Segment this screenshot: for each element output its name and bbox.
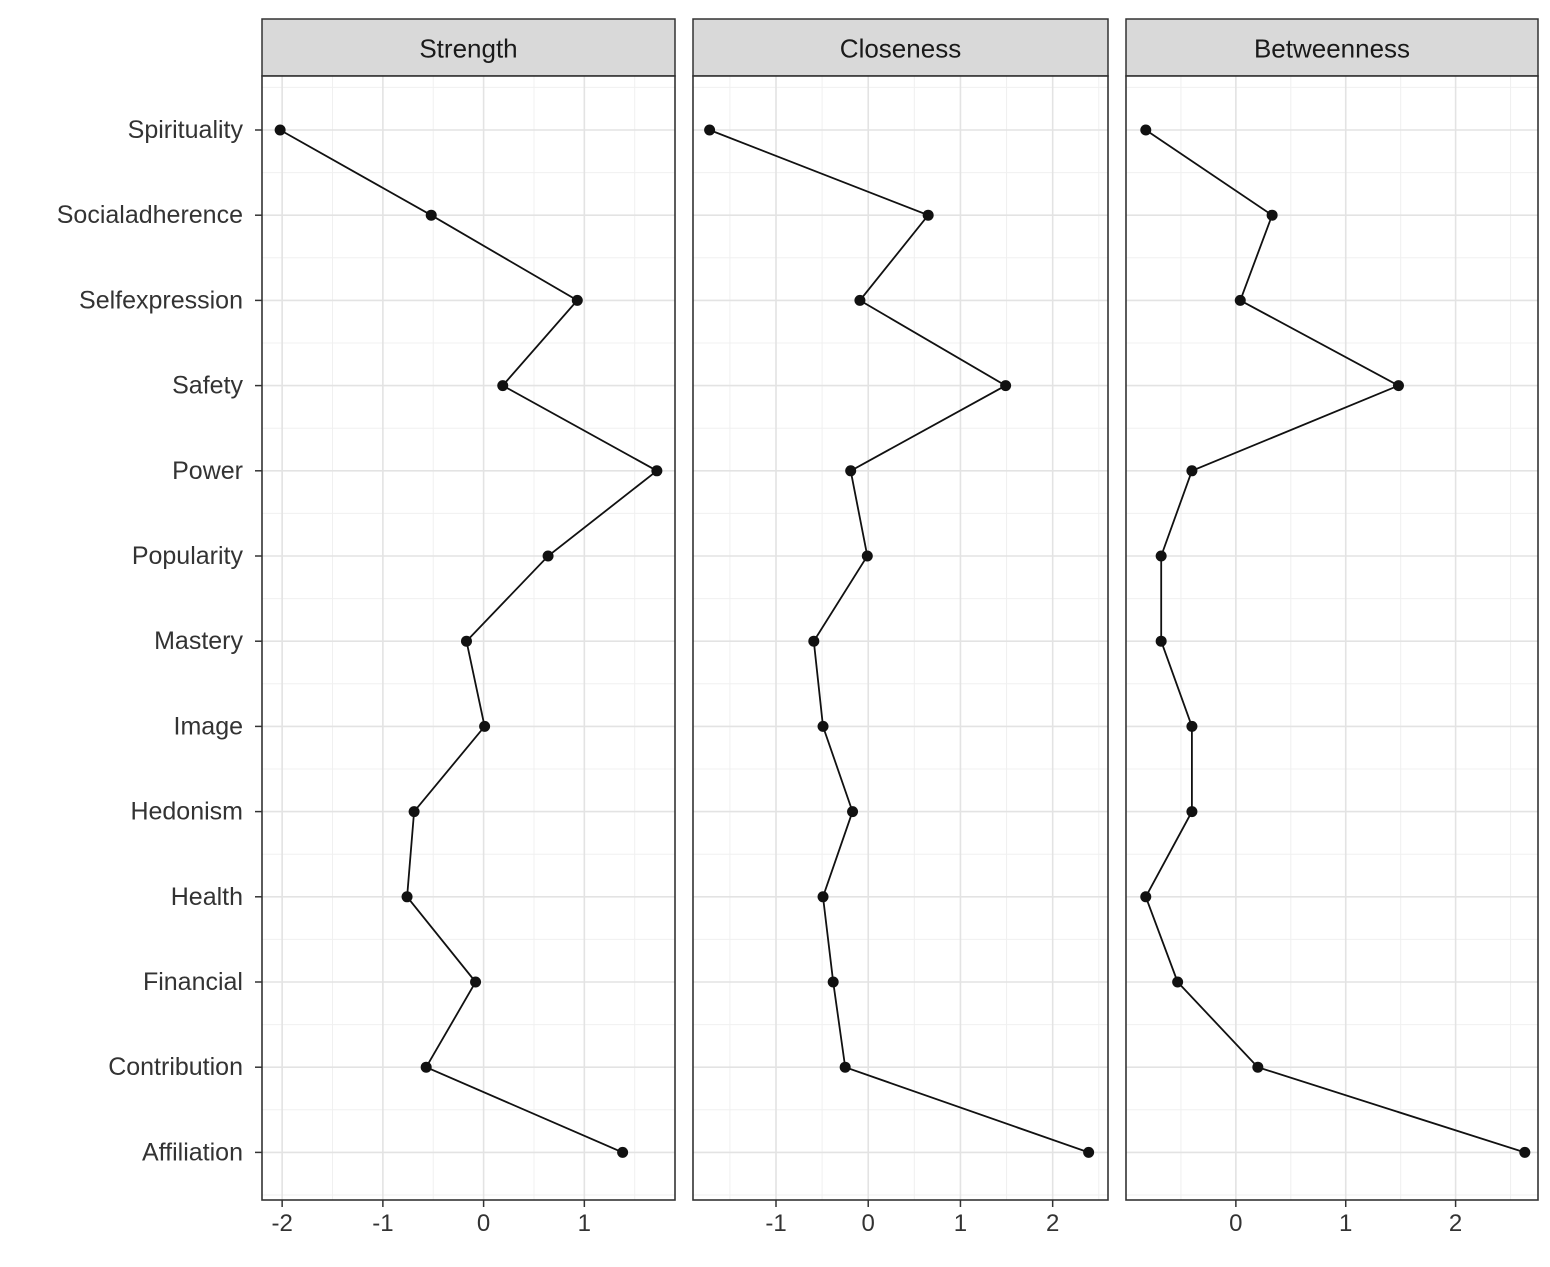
panel-title: Strength [419, 34, 517, 64]
y-tick-label: Hedonism [130, 798, 243, 826]
data-point [408, 806, 420, 818]
panel-betweenness: Betweenness 0 1 2 [1125, 18, 1539, 1237]
x-tick-label: -1 [372, 1210, 393, 1237]
data-point [1000, 380, 1012, 392]
data-point [704, 124, 716, 136]
panel-background [693, 76, 1108, 1200]
data-point [1186, 465, 1198, 477]
panel-border [692, 75, 1109, 1201]
data-point [1083, 1146, 1095, 1158]
y-tick-label: Spirituality [128, 116, 244, 144]
y-tick-label: Safety [172, 372, 243, 400]
data-point [420, 1061, 432, 1073]
data-point [651, 465, 663, 477]
data-point [1155, 550, 1167, 562]
data-point [827, 976, 839, 988]
data-point [1172, 976, 1184, 988]
data-point [1392, 380, 1404, 392]
x-tick-label: -2 [271, 1210, 292, 1237]
data-point [401, 891, 413, 903]
panel-strength: Strength -2 -1 0 1 [261, 18, 676, 1237]
x-tick-label: 0 [1229, 1210, 1242, 1237]
data-point [1140, 891, 1152, 903]
data-point [1519, 1146, 1531, 1158]
data-point [274, 124, 286, 136]
x-tick-label: 1 [954, 1210, 967, 1237]
y-tick-label: Health [171, 883, 243, 911]
panel-background [1126, 76, 1538, 1200]
panel-strip [1125, 18, 1539, 77]
data-point [425, 209, 437, 221]
panel-border [261, 75, 676, 1201]
data-point [854, 294, 866, 306]
data-point [460, 635, 472, 647]
data-point [479, 720, 491, 732]
y-tick-label: Contribution [108, 1053, 243, 1081]
x-tick-label: 2 [1046, 1210, 1059, 1237]
data-point [1252, 1061, 1264, 1073]
y-tick-label: Mastery [154, 627, 243, 655]
panel-title: Betweenness [1254, 34, 1410, 64]
x-tick-label: -1 [765, 1210, 786, 1237]
y-tick-label: Financial [143, 968, 243, 996]
data-point [808, 635, 820, 647]
data-point [1140, 124, 1152, 136]
x-tick-label: 1 [1339, 1210, 1352, 1237]
y-tick-label: Power [172, 457, 243, 485]
data-point [1186, 720, 1198, 732]
panel-strip [692, 18, 1109, 77]
y-tick-label: Socialadherence [57, 201, 243, 229]
x-tick-label: 2 [1449, 1210, 1462, 1237]
y-tick-label: Affiliation [142, 1138, 243, 1166]
data-point [497, 380, 509, 392]
panel-closeness: Closeness -1 0 1 2 [692, 18, 1109, 1237]
x-tick-label: 1 [578, 1210, 591, 1237]
x-tick-label: 0 [862, 1210, 875, 1237]
data-point [571, 294, 583, 306]
y-tick-label: Selfexpression [79, 286, 243, 314]
data-point [847, 806, 859, 818]
x-tick-label: 0 [477, 1210, 490, 1237]
data-point [1234, 294, 1246, 306]
panel-strip [261, 18, 676, 77]
data-point [839, 1061, 851, 1073]
data-point [1186, 806, 1198, 818]
data-point [542, 550, 554, 562]
data-point [617, 1146, 629, 1158]
data-point [922, 209, 934, 221]
data-point [861, 550, 873, 562]
data-point [817, 720, 829, 732]
data-point [1155, 635, 1167, 647]
y-tick-label: Image [174, 712, 243, 740]
y-tick-label: Popularity [132, 542, 244, 570]
data-point [1266, 209, 1278, 221]
data-point [817, 891, 829, 903]
panel-title: Closeness [840, 34, 961, 64]
panel-border [1125, 75, 1539, 1201]
data-point [470, 976, 482, 988]
data-point [845, 465, 857, 477]
